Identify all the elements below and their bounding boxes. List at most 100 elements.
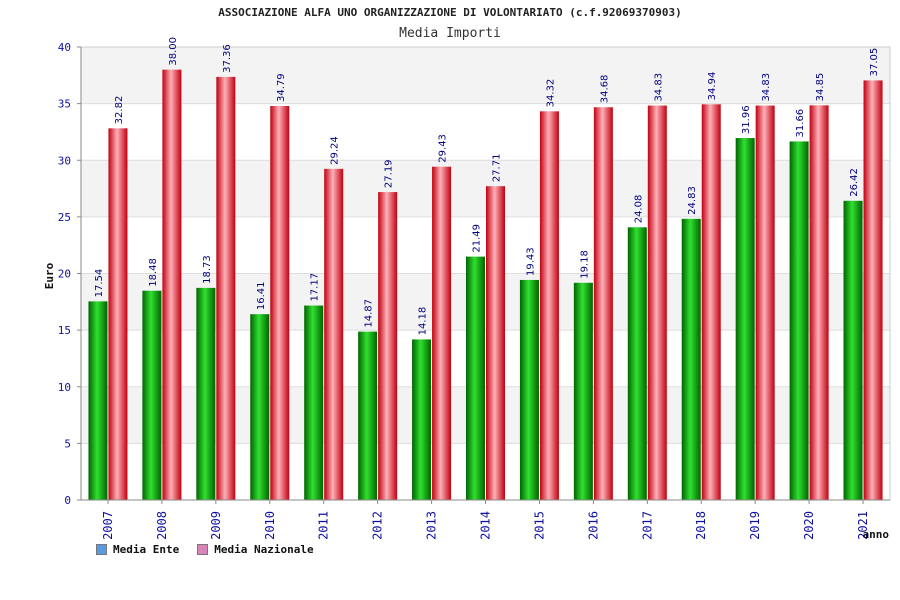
y-tick-label: 10 (58, 381, 71, 394)
x-tick-label: 2019 (748, 511, 762, 540)
data-label: 34.32 (545, 79, 556, 108)
data-label: 26.42 (849, 168, 860, 197)
data-label: 34.83 (653, 73, 664, 102)
data-label: 34.83 (761, 73, 772, 102)
bar-media-ente (358, 331, 378, 500)
x-tick-label: 2008 (155, 511, 169, 540)
data-label: 34.79 (276, 73, 287, 102)
grid-band (81, 443, 890, 500)
data-label: 19.43 (525, 247, 536, 276)
grid-band (81, 160, 890, 217)
data-label: 24.83 (687, 186, 698, 215)
chart-title: ASSOCIAZIONE ALFA UNO ORGANIZZAZIONE DI … (218, 6, 682, 19)
y-tick-label: 30 (58, 154, 71, 167)
bar-media-ente (843, 200, 863, 500)
bar-media-ente (519, 279, 539, 500)
data-label: 34.68 (599, 75, 610, 104)
bar-media-nazionale (755, 105, 775, 501)
bar-media-ente (412, 339, 432, 500)
data-label: 27.19 (384, 159, 395, 188)
bar-media-nazionale (593, 107, 613, 501)
grid-band (81, 103, 890, 161)
y-tick-label: 0 (64, 494, 71, 507)
data-label: 17.17 (310, 273, 321, 302)
y-tick-label: 25 (58, 211, 71, 224)
x-tick-label: 2018 (694, 511, 708, 540)
data-label: 16.41 (256, 282, 267, 311)
data-label: 38.00 (168, 37, 179, 66)
legend-label-media-ente: Media Ente (113, 543, 180, 556)
data-label: 18.48 (148, 258, 159, 287)
legend-label-media-nazionale: Media Nazionale (214, 543, 314, 556)
bar-media-nazionale (809, 105, 829, 500)
grid-band (81, 47, 890, 104)
x-tick-label: 2010 (263, 511, 277, 540)
chart-subtitle: Media Importi (399, 26, 501, 41)
bar-media-ente (142, 290, 162, 500)
x-tick-label: 2020 (802, 511, 816, 540)
x-tick-label: 2021 (856, 511, 870, 540)
y-tick-label: 35 (58, 98, 71, 111)
x-tick-label: 2014 (479, 511, 493, 540)
legend-swatch-media-ente (96, 544, 107, 555)
data-label: 14.87 (364, 299, 375, 328)
bar-media-ente (681, 218, 701, 501)
data-label: 27.71 (492, 154, 503, 183)
bar-media-ente (466, 256, 485, 500)
y-tick-label: 40 (58, 41, 71, 54)
x-tick-label: 2007 (101, 511, 115, 540)
grid-band (81, 386, 890, 444)
bar-media-ente (250, 314, 270, 500)
bar-media-nazionale (863, 80, 883, 500)
grid-band (81, 216, 890, 274)
data-label: 32.82 (114, 96, 125, 125)
x-tick-label: 2009 (209, 511, 223, 540)
bar-media-ente (196, 287, 216, 500)
grid-band (81, 273, 890, 331)
grid-band (81, 330, 890, 387)
data-label: 34.85 (815, 73, 826, 102)
data-label: 18.73 (202, 255, 213, 284)
data-label: 17.54 (94, 269, 105, 298)
x-tick-label: 2015 (532, 511, 546, 540)
data-label: 34.94 (707, 72, 718, 101)
data-label: 31.66 (795, 109, 806, 138)
data-label: 29.24 (330, 136, 341, 165)
data-label: 19.18 (579, 250, 590, 279)
data-label: 37.05 (869, 48, 880, 77)
data-label: 21.49 (472, 224, 483, 253)
bar-media-ente (304, 305, 324, 500)
x-tick-label: 2016 (586, 511, 600, 540)
bar-media-ente (735, 138, 755, 501)
legend: Media Ente Media Nazionale (96, 543, 314, 556)
x-tick-label: 2013 (425, 511, 439, 540)
bar-media-nazionale (432, 166, 452, 500)
bar-media-ente (789, 141, 809, 500)
y-tick-label: 5 (64, 437, 71, 450)
bar-media-nazionale (647, 105, 667, 501)
bar-media-nazionale (270, 106, 290, 501)
y-tick-label: 15 (58, 324, 71, 337)
bar-media-nazionale (701, 104, 721, 500)
bar-media-nazionale (216, 76, 236, 500)
data-label: 24.08 (633, 195, 644, 224)
bar-media-ente (573, 282, 593, 500)
y-axis-label: Euro (43, 262, 56, 289)
x-axis-label: anno (863, 528, 890, 541)
y-tick-label: 20 (58, 268, 71, 281)
bar-media-nazionale (486, 186, 505, 500)
data-label: 14.18 (418, 307, 429, 336)
x-tick-label: 2012 (371, 511, 385, 540)
x-tick-label: 2017 (640, 511, 654, 540)
bar-media-ente (88, 301, 108, 500)
x-tick-label: 2011 (317, 511, 331, 540)
bar-media-nazionale (539, 111, 559, 501)
legend-item-media-ente: Media Ente (96, 543, 179, 556)
bar-media-nazionale (162, 69, 182, 501)
bar-media-nazionale (324, 168, 344, 500)
bar-media-nazionale (108, 128, 128, 500)
legend-item-media-nazionale: Media Nazionale (197, 543, 314, 556)
bar-media-nazionale (378, 192, 398, 501)
data-label: 31.96 (741, 105, 752, 134)
